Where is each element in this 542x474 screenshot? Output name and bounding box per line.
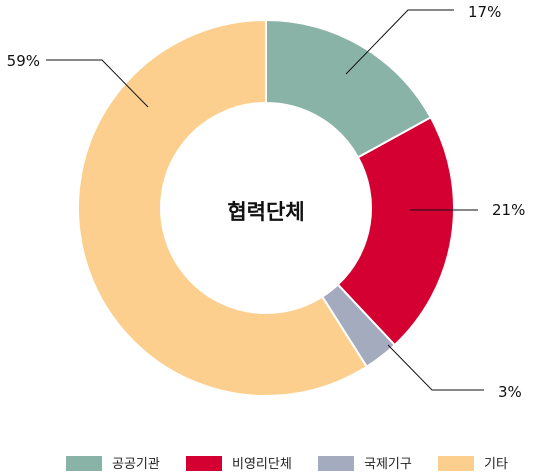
legend-label-공공기관: 공공기관 [112,457,160,472]
leader-line-국제기구 [387,344,484,391]
chart-center-title: 협력단체 [227,200,304,224]
slice-비영리단체 [336,116,455,347]
leader-line-공공기관 [345,9,454,75]
legend-label-기타: 기타 [484,457,508,472]
legend-swatch-기타 [438,456,474,471]
legend-label-국제기구: 국제기구 [364,457,412,472]
legend-item-국제기구: 국제기구 [318,456,412,472]
value-label-비영리단체: 21% [492,201,525,219]
leader-line-기타 [46,59,149,108]
legend-item-공공기관: 공공기관 [66,456,160,472]
legend-swatch-비영리단체 [186,456,222,471]
legend-swatch-공공기관 [66,456,102,471]
legend-item-기타: 기타 [438,456,508,472]
value-label-국제기구: 3% [498,383,522,401]
value-label-공공기관: 17% [468,3,501,21]
percent-labels: 17% 21% 3% 59% [7,3,526,401]
legend-label-비영리단체: 비영리단체 [232,457,292,472]
legend-item-비영리단체: 비영리단체 [186,456,292,472]
slice-기타 [77,18,369,397]
legend-swatch-국제기구 [318,456,354,471]
value-label-기타: 59% [7,52,40,70]
donut-slices [77,18,455,397]
chart-legend: 공공기관 비영리단체 국제기구 기타 [66,456,508,472]
